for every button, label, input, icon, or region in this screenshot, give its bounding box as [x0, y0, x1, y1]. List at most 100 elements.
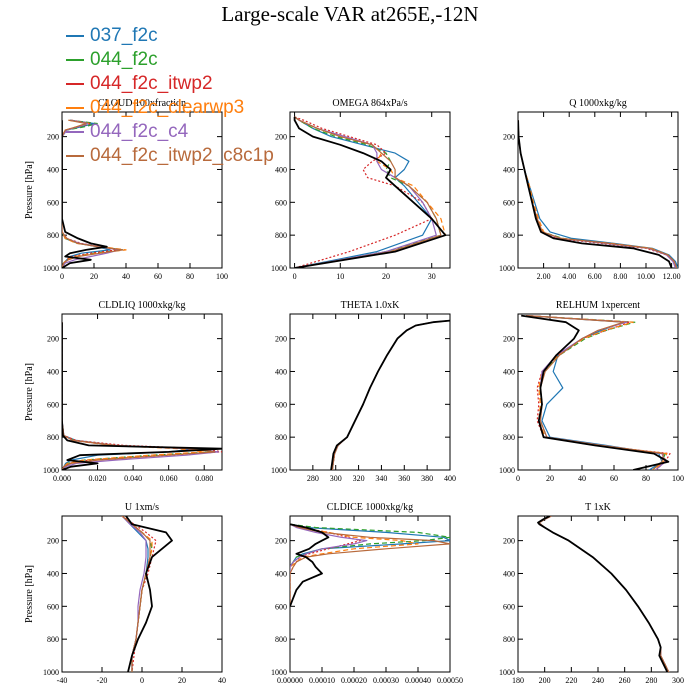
chart-panel: 2.00 4.00 6.00 8.00 10.00 12.00 200 400 600 800 10… — [499, 98, 681, 281]
series-group — [62, 322, 222, 470]
chart-panel: 0 20 40 60 80 100 200 400 600 800 1000 CLOUD 100xfr… — [24, 98, 228, 281]
y-tick-label: 400 — [47, 367, 59, 376]
x-tick-label: 20 — [382, 272, 390, 281]
y-tick-label: 800 — [47, 433, 59, 442]
y-tick-label: 600 — [47, 400, 59, 409]
y-tick-label: 800 — [275, 433, 287, 442]
legend-label: 044_f2c_itwp2_c8c1p — [90, 145, 274, 166]
series-line — [125, 516, 173, 672]
x-tick-label: 100 — [216, 272, 228, 281]
x-tick-label: 0.020 — [89, 474, 107, 483]
series-line — [294, 116, 446, 268]
series-line — [331, 320, 450, 470]
panel-title: CLDLIQ 1000xkg/kg — [99, 300, 186, 311]
x-tick-label: 100 — [672, 474, 684, 483]
legend-label: 037_f2c — [90, 25, 158, 46]
series-line — [331, 320, 450, 470]
x-tick-label: 0.00050 — [437, 676, 463, 685]
series-group — [330, 319, 450, 470]
x-tick-label: 20 — [90, 272, 98, 281]
series-group — [121, 516, 173, 672]
legend-label: 044_f2c_c4 — [90, 121, 189, 142]
legend-swatch — [66, 59, 84, 61]
x-tick-label: 60 — [610, 474, 618, 483]
y-axis-label: Pressure [hPa] — [24, 363, 35, 421]
panel-title: CLOUD 100xfraction — [98, 98, 186, 109]
y-tick-label: 800 — [275, 635, 287, 644]
y-tick-label: 1000 — [499, 466, 515, 475]
series-line — [330, 319, 450, 470]
x-tick-label: 10 — [336, 272, 344, 281]
y-tick-label: 1000 — [43, 264, 59, 273]
series-line — [62, 322, 222, 470]
figure-title: Large-scale VAR at265E,-12N — [221, 2, 479, 26]
panel-title: OMEGA 864xPa/s — [332, 98, 407, 109]
y-tick-label: 800 — [47, 635, 59, 644]
y-tick-label: 200 — [275, 335, 287, 344]
plot-frame — [289, 515, 451, 673]
legend-swatch — [66, 131, 84, 133]
legend-swatch — [66, 107, 84, 109]
y-tick-label: 1000 — [499, 668, 515, 677]
chart-panel: 180 200 220 240 260 280 300 200 400 600 800 1000 T 1… — [499, 502, 684, 685]
series-line — [538, 516, 670, 672]
x-tick-label: 0.080 — [195, 474, 213, 483]
series-line — [518, 120, 673, 268]
y-tick-label: 200 — [47, 133, 59, 142]
x-tick-label: 8.00 — [613, 272, 627, 281]
x-tick-label: 10.00 — [637, 272, 655, 281]
y-axis-label: Pressure [hPa] — [24, 565, 35, 623]
series-line — [538, 516, 670, 672]
series-group — [521, 314, 671, 470]
series-line — [537, 516, 669, 672]
series-line — [290, 523, 450, 607]
series-group — [293, 116, 447, 268]
y-tick-label: 400 — [275, 367, 287, 376]
y-tick-label: 1000 — [271, 264, 287, 273]
y-tick-label: 400 — [47, 165, 59, 174]
series-line — [518, 120, 678, 268]
x-tick-label: 80 — [642, 474, 650, 483]
y-tick-label: 600 — [47, 198, 59, 207]
x-tick-label: 80 — [186, 272, 194, 281]
x-tick-label: 180 — [512, 676, 524, 685]
chart-panel: 0 10 20 30 200 400 600 800 1000 OMEGA 864xPa/s — [271, 98, 451, 281]
x-tick-label: 60 — [154, 272, 162, 281]
legend-label: 044_f2c_clearwp3 — [90, 97, 245, 118]
legend-label: 044_f2c — [90, 49, 158, 70]
x-tick-label: 0 — [293, 272, 297, 281]
series-line — [331, 320, 450, 470]
series-group — [537, 516, 670, 672]
y-tick-label: 200 — [47, 335, 59, 344]
series-line — [331, 320, 450, 470]
panel-title: Q 1000xkg/kg — [569, 98, 627, 109]
series-line — [290, 523, 361, 607]
y-tick-label: 200 — [503, 335, 515, 344]
series-group — [290, 523, 450, 607]
y-tick-label: 600 — [47, 602, 59, 611]
x-tick-label: 12.00 — [663, 272, 681, 281]
series-line — [525, 315, 666, 470]
y-tick-label: 200 — [503, 133, 515, 142]
y-tick-label: 600 — [275, 400, 287, 409]
y-tick-label: 800 — [47, 231, 59, 240]
series-line — [538, 516, 670, 672]
x-tick-label: 0.00040 — [405, 676, 431, 685]
x-tick-label: -20 — [97, 676, 108, 685]
plot-frame — [517, 111, 679, 269]
series-group — [518, 120, 678, 268]
x-tick-label: 240 — [592, 676, 604, 685]
series-line — [62, 120, 108, 268]
x-tick-label: 0 — [140, 676, 144, 685]
series-line — [527, 315, 666, 470]
series-line — [290, 523, 450, 607]
series-line — [121, 516, 157, 672]
series-line — [538, 516, 670, 672]
series-line — [121, 516, 153, 672]
x-tick-label: 0 — [516, 474, 520, 483]
chart-panel: 280 300 320 340 360 380 400 200 400 600 800 1000 THE… — [271, 300, 456, 483]
series-line — [293, 116, 447, 268]
x-tick-label: 400 — [444, 474, 456, 483]
panel-title: THETA 1.0xK — [341, 300, 400, 311]
x-tick-label: 40 — [218, 676, 226, 685]
